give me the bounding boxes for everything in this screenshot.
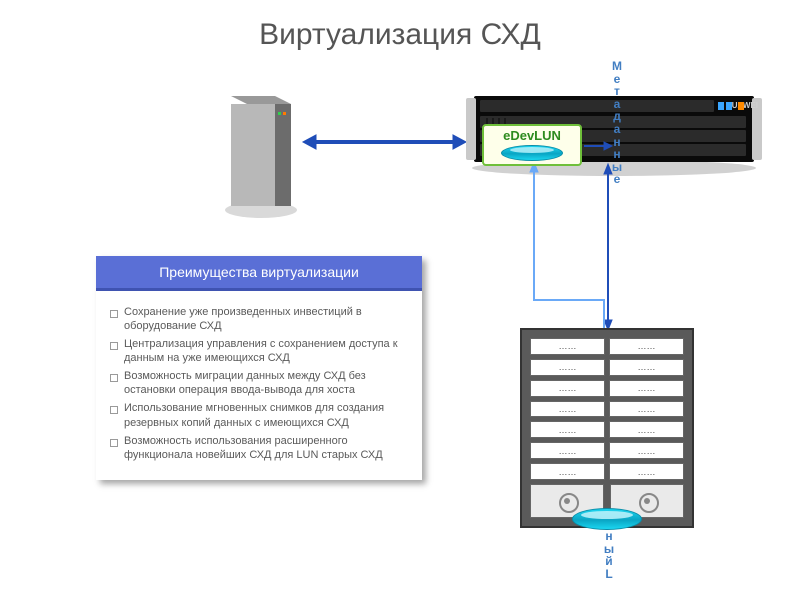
rack-drive-slot: …… [609,359,684,376]
advantages-item: Сохранение уже произведенных инвестиций … [110,305,410,333]
rack-drive-slot: …… [609,380,684,397]
rack-drive-slot: …… [530,421,605,438]
connector-rack-to-lower [604,164,612,330]
rack-drive-slot: …… [530,463,605,480]
rack-drive-slot: …… [609,401,684,418]
edevlun-disk-icon [501,145,563,161]
rack-drive-slot: …… [530,442,605,459]
rack-drive-slot: …… [609,421,684,438]
advantages-item: Возможность использования расширенного ф… [110,434,410,462]
arrow-host-rack [303,135,466,149]
edevlun-label: eDevLUN [484,128,580,143]
source-lun-disk-icon [572,508,642,530]
edevlun-badge: eDevLUN [482,124,582,166]
advantages-item: Централизация управления с сохранением д… [110,337,410,365]
advantages-item: Использование мгновенных снимков для соз… [110,401,410,429]
advantages-list: Сохранение уже произведенных инвестиций … [96,291,422,480]
rack-drive-slot: …… [530,359,605,376]
lower-storage-rack-icon: ………………………………………………………………………… [520,328,694,528]
annotation-source-lun: ныйL [600,530,618,580]
advantages-item: Возможность миграции данных между СХД бе… [110,369,410,397]
rack-drive-slot: …… [530,380,605,397]
rack-drive-slot: …… [609,463,684,480]
advantages-card-header: Преимущества виртуализации [96,256,422,291]
server-tower-icon [231,96,291,206]
rack-drive-slot: …… [530,401,605,418]
rack-drive-slot: …… [609,442,684,459]
page-title: Виртуализация СХД [0,18,800,52]
advantages-card: Преимущества виртуализации Сохранение уж… [96,256,422,480]
rack-drive-slot: …… [609,338,684,355]
rack-drive-slot: …… [530,338,605,355]
rack-brand-label: HUAWEI [726,101,758,110]
annotation-metadata: Метаданные [608,60,626,186]
